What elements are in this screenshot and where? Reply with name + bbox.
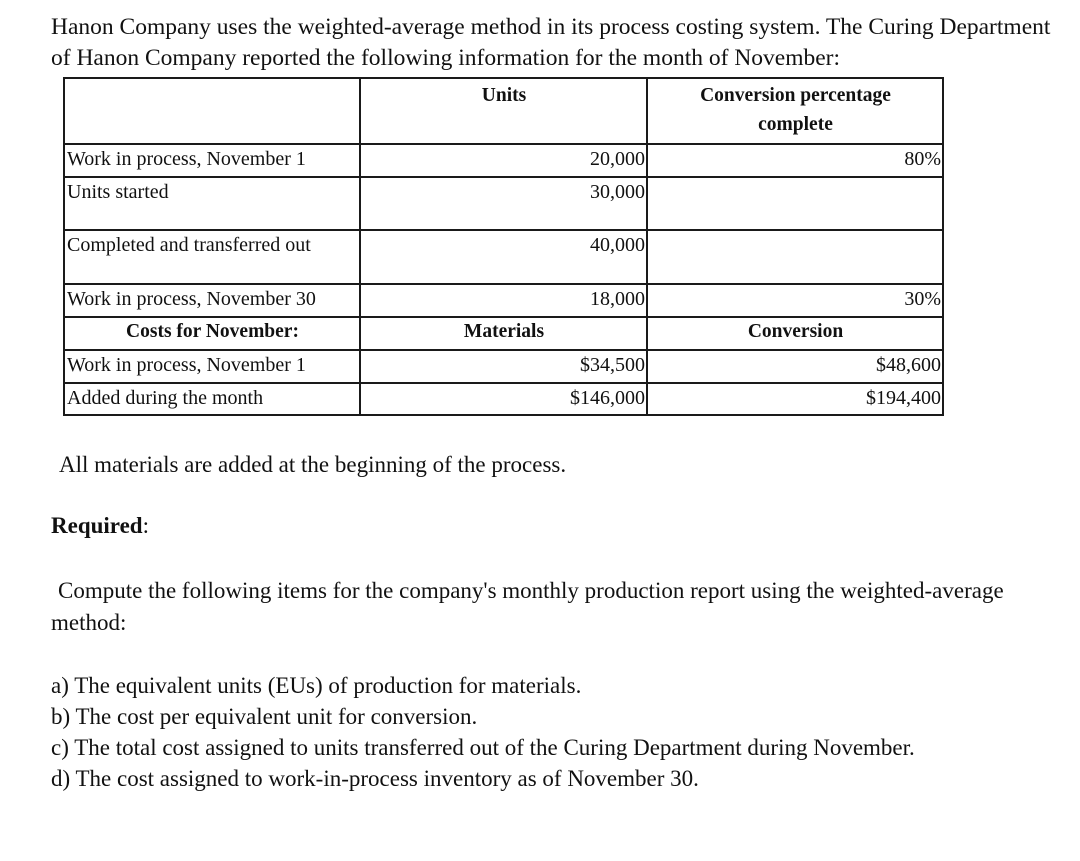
table-header-row: Units Conversion percentage complete [63, 77, 944, 145]
row-label: Units started [63, 176, 361, 231]
conversion-cost-value: $194,400 [646, 382, 944, 416]
units-value: 30,000 [359, 176, 648, 231]
conversion-header: Conversion [646, 316, 944, 351]
question-item: d) The cost assigned to work-in-process … [51, 766, 699, 791]
conversion-pct-value: 30% [646, 283, 944, 318]
required-label: Required [51, 513, 143, 538]
materials-cost-value: $146,000 [359, 382, 648, 416]
table-row: Completed and transferred out 40,000 [63, 229, 944, 285]
row-label: Work in process, November 30 [63, 283, 361, 318]
cost-header-row: Costs for November: Materials Conversion [63, 316, 944, 351]
required-heading: Required: [51, 513, 149, 539]
problem-intro: Hanon Company uses the weighted-average … [51, 14, 1051, 71]
table-row: Work in process, November 1 $34,500 $48,… [63, 349, 944, 384]
materials-header: Materials [359, 316, 648, 351]
header-conversion-line2: complete [758, 114, 833, 135]
questions-list: a) The equivalent units (EUs) of product… [51, 670, 915, 794]
row-label: Work in process, November 1 [63, 143, 361, 178]
question-item: c) The total cost assigned to units tran… [51, 735, 915, 760]
units-value: 18,000 [359, 283, 648, 318]
header-blank-cell [63, 77, 361, 145]
question-item: a) The equivalent units (EUs) of product… [51, 673, 582, 698]
table-row: Work in process, November 30 18,000 30% [63, 283, 944, 318]
header-units: Units [359, 77, 648, 145]
table-row: Added during the month $146,000 $194,400 [63, 382, 944, 416]
header-conversion-line1: Conversion percentage [700, 85, 891, 106]
question-item: b) The cost per equivalent unit for conv… [51, 704, 478, 729]
conversion-pct-value: 80% [646, 143, 944, 178]
conversion-pct-value [646, 229, 944, 285]
table-row: Work in process, November 1 20,000 80% [63, 143, 944, 178]
required-colon: : [142, 513, 149, 538]
units-value: 40,000 [359, 229, 648, 285]
row-label: Work in process, November 1 [63, 349, 361, 384]
conversion-pct-value [646, 176, 944, 231]
header-conversion-percentage: Conversion percentage complete [646, 77, 944, 145]
table-row: Units started 30,000 [63, 176, 944, 231]
conversion-cost-value: $48,600 [646, 349, 944, 384]
materials-cost-value: $34,500 [359, 349, 648, 384]
row-label: Added during the month [63, 382, 361, 416]
row-label: Completed and transferred out [63, 229, 361, 285]
units-value: 20,000 [359, 143, 648, 178]
instruction-text: Compute the following items for the comp… [51, 578, 1004, 635]
costs-for-november-label: Costs for November: [63, 316, 361, 351]
process-costing-data-table: Units Conversion percentage complete Wor… [63, 77, 944, 416]
materials-note: All materials are added at the beginning… [59, 452, 567, 477]
